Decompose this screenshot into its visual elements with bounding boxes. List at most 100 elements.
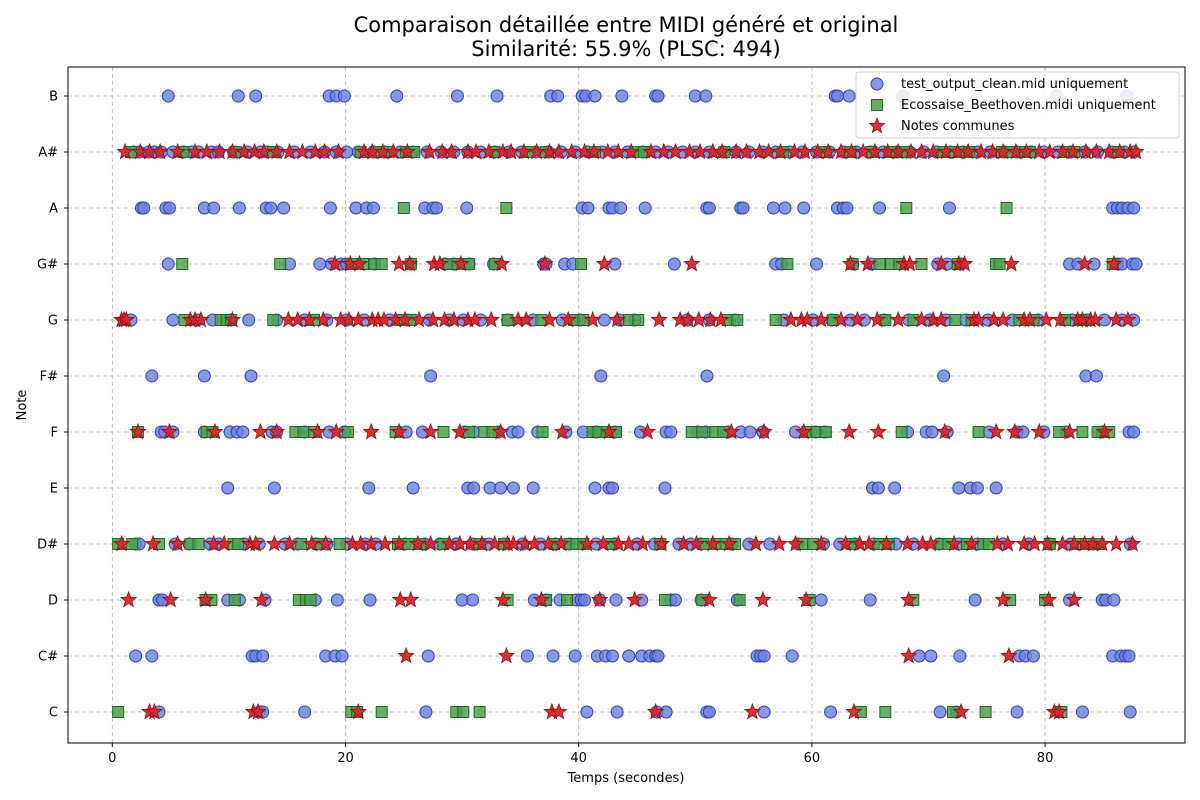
test-only-point bbox=[1127, 201, 1141, 215]
y-tick-label-e: E bbox=[50, 482, 58, 497]
original-only-point bbox=[696, 426, 709, 438]
common-note-star bbox=[362, 422, 380, 440]
common-note-star bbox=[994, 590, 1012, 608]
test-only-point bbox=[256, 649, 270, 663]
original-only-point bbox=[915, 258, 928, 270]
original-only-point bbox=[274, 258, 287, 270]
common-note-star bbox=[550, 702, 568, 720]
common-note-star bbox=[536, 254, 554, 272]
common-note-star bbox=[584, 310, 602, 328]
test-only-point bbox=[659, 705, 673, 719]
test-only-point bbox=[129, 649, 143, 663]
common-note-star bbox=[1021, 310, 1039, 328]
test-only-point bbox=[871, 481, 885, 495]
plot-frame bbox=[67, 66, 1186, 744]
original-only-point bbox=[397, 202, 410, 214]
test-only-point bbox=[298, 705, 312, 719]
test-only-point bbox=[429, 201, 443, 215]
original-only-point bbox=[658, 594, 671, 606]
common-note-star bbox=[252, 590, 271, 608]
common-note-star bbox=[900, 590, 918, 608]
test-only-point bbox=[244, 369, 258, 383]
test-only-point bbox=[842, 89, 856, 103]
common-note-star bbox=[119, 590, 138, 608]
original-only-point bbox=[731, 314, 744, 326]
common-note-star bbox=[482, 310, 500, 328]
common-note-star bbox=[652, 534, 671, 552]
original-only-point bbox=[297, 426, 310, 438]
common-note-star bbox=[754, 590, 772, 608]
test-only-point bbox=[568, 649, 582, 663]
common-note-star bbox=[168, 534, 187, 552]
test-only-point bbox=[797, 201, 811, 215]
test-only-point bbox=[267, 481, 281, 495]
original-only-point bbox=[949, 314, 962, 326]
common-note-star bbox=[999, 534, 1017, 552]
original-only-point bbox=[879, 706, 892, 718]
x-axis-label: Temps (secondes) bbox=[567, 771, 685, 786]
test-only-point bbox=[551, 89, 565, 103]
test-only-point bbox=[137, 201, 151, 215]
common-note-star bbox=[223, 310, 242, 328]
original-only-point bbox=[457, 706, 470, 718]
test-only-point bbox=[588, 481, 602, 495]
test-only-point bbox=[466, 593, 480, 607]
test-only-point bbox=[785, 649, 799, 663]
y-tick-label-f-sharp: F# bbox=[40, 370, 58, 385]
original-only-point bbox=[733, 594, 746, 606]
test-only-point bbox=[664, 425, 678, 439]
common-note-star bbox=[955, 254, 974, 272]
test-only-point bbox=[766, 201, 780, 215]
test-only-point bbox=[578, 593, 592, 607]
common-note-star bbox=[755, 422, 773, 440]
common-note-star bbox=[161, 590, 180, 608]
test-only-point bbox=[1089, 369, 1103, 383]
common-note-star bbox=[308, 422, 327, 440]
test-only-point bbox=[581, 201, 595, 215]
common-note-star bbox=[129, 422, 147, 440]
test-only-point bbox=[1107, 593, 1121, 607]
test-only-point bbox=[1075, 705, 1089, 719]
common-note-star bbox=[634, 534, 652, 552]
x-tick-label: 80 bbox=[1037, 751, 1054, 766]
common-note-star bbox=[491, 422, 510, 440]
y-tick-label-d-sharp: D# bbox=[37, 538, 58, 553]
common-note-star bbox=[1051, 310, 1069, 328]
chart-title: Comparaison détaillée entre MIDI généré … bbox=[354, 13, 899, 37]
common-note-star bbox=[442, 142, 461, 160]
original-only-point bbox=[781, 258, 794, 270]
test-only-point bbox=[702, 201, 716, 215]
original-only-point bbox=[993, 258, 1006, 270]
test-only-point bbox=[608, 257, 622, 271]
common-note-star bbox=[646, 702, 665, 720]
test-only-point bbox=[511, 425, 525, 439]
common-note-star bbox=[265, 534, 284, 552]
common-note-star bbox=[900, 646, 918, 664]
common-note-star bbox=[936, 422, 954, 440]
common-note-star bbox=[747, 534, 765, 552]
common-note-star bbox=[812, 534, 830, 552]
test-only-point bbox=[609, 593, 623, 607]
common-note-star bbox=[578, 534, 596, 552]
common-note-star bbox=[962, 534, 981, 552]
common-note-star bbox=[117, 310, 135, 328]
legend-test-only-point bbox=[870, 77, 884, 91]
original-only-point bbox=[1053, 426, 1066, 438]
common-note-star bbox=[196, 590, 215, 608]
common-note-star bbox=[327, 422, 345, 440]
test-only-point bbox=[615, 89, 629, 103]
common-note-star bbox=[145, 702, 163, 720]
common-note-star bbox=[591, 590, 609, 608]
test-only-point bbox=[989, 481, 1003, 495]
common-note-star bbox=[932, 310, 950, 328]
common-note-star bbox=[922, 534, 940, 552]
common-note-star bbox=[280, 534, 299, 552]
common-note-star bbox=[1086, 310, 1104, 328]
original-only-point bbox=[979, 706, 992, 718]
common-note-star bbox=[493, 254, 511, 272]
test-only-point bbox=[264, 201, 278, 215]
test-only-point bbox=[933, 705, 947, 719]
x-tick-label: 60 bbox=[804, 751, 821, 766]
test-only-point bbox=[873, 201, 887, 215]
common-note-star bbox=[160, 422, 179, 440]
